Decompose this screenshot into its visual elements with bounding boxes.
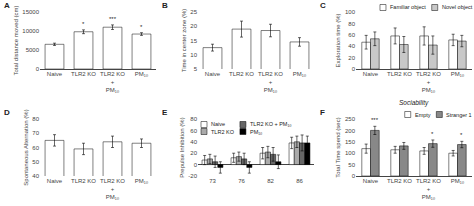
svg-text:Familiar object: Familiar object [390,4,426,10]
svg-text:TLR2 KO: TLR2 KO [387,178,412,184]
svg-text:60: 60 [348,32,355,38]
svg-text:80: 80 [190,116,197,122]
svg-text:20: 20 [190,150,197,156]
svg-text:Total distance moved (cm): Total distance moved (cm) [13,5,19,75]
svg-text:76: 76 [238,178,245,184]
svg-text:Naive: Naive [363,71,379,77]
svg-text:Spontaneous Alternation (%): Spontaneous Alternation (%) [23,109,29,185]
svg-text:15000: 15000 [22,9,39,15]
svg-text:***: *** [371,117,379,123]
svg-text:0: 0 [352,173,356,179]
svg-text:PM₁₀: PM₁₀ [250,129,262,135]
svg-text:40: 40 [190,139,197,145]
svg-text:82: 82 [267,178,274,184]
svg-text:100: 100 [345,150,356,156]
svg-text:Naive: Naive [363,178,379,184]
svg-text:PM₁₀: PM₁₀ [135,178,149,184]
svg-text:Naive: Naive [211,121,225,127]
svg-text:E: E [162,108,168,117]
svg-text:PM₁₀: PM₁₀ [135,71,149,77]
svg-text:Novel object: Novel object [442,4,473,10]
svg-text:Prepulse Inhibition (%): Prepulse Inhibition (%) [179,117,185,177]
svg-text:TLR2 KO: TLR2 KO [71,178,96,184]
svg-text:0: 0 [352,66,356,72]
svg-text:***: *** [109,16,117,22]
svg-text:F: F [320,108,325,117]
svg-text:D: D [4,108,10,117]
svg-text:60: 60 [32,145,39,151]
svg-text:20: 20 [348,55,355,61]
svg-text:50: 50 [32,159,39,165]
svg-text:80: 80 [32,116,39,122]
svg-text:TLR2 KO + PM₁₀: TLR2 KO + PM₁₀ [250,121,292,127]
svg-text:TLR2 KO+PM₁₀: TLR2 KO+PM₁₀ [100,178,125,200]
svg-text:Sociability: Sociability [399,99,429,107]
svg-text:PM₁₀: PM₁₀ [451,178,465,184]
svg-text:*: * [140,24,143,30]
svg-text:*: * [82,21,85,27]
svg-text:PM₁₀: PM₁₀ [293,71,307,77]
svg-text:-20: -20 [188,173,197,179]
svg-text:73: 73 [209,178,216,184]
svg-text:70: 70 [32,130,39,136]
svg-text:40: 40 [32,173,39,179]
svg-text:TLR2 KO+PM₁₀: TLR2 KO+PM₁₀ [416,71,441,93]
svg-text:A: A [4,1,10,10]
svg-text:15: 15 [190,38,197,44]
svg-text:200: 200 [345,127,356,133]
svg-text:40: 40 [348,43,355,49]
svg-text:TLR2 KO+PM₁₀: TLR2 KO+PM₁₀ [100,71,125,93]
svg-text:PM₁₀: PM₁₀ [451,71,465,77]
svg-text:60: 60 [190,127,197,133]
svg-text:Naive: Naive [47,178,63,184]
svg-text:50: 50 [348,162,355,168]
svg-text:B: B [162,1,168,10]
svg-text:0: 0 [36,66,40,72]
svg-text:TLR2 KO: TLR2 KO [71,71,96,77]
svg-text:100: 100 [345,9,356,15]
svg-text:Exploration time (%): Exploration time (%) [335,13,341,67]
svg-text:TLR2 KO: TLR2 KO [211,129,235,135]
svg-text:25: 25 [190,9,197,15]
svg-text:TLR2 KO+PM₁₀: TLR2 KO+PM₁₀ [258,71,283,93]
svg-text:TLR2 KO+PM₁₀: TLR2 KO+PM₁₀ [416,178,441,200]
svg-text:10: 10 [190,52,197,58]
svg-text:Naive: Naive [47,71,63,77]
svg-text:Time in center zone (%): Time in center zone (%) [181,9,187,72]
svg-text:TLR2 KO: TLR2 KO [387,71,412,77]
svg-text:*: * [431,131,434,137]
svg-text:Total Time spend (sec): Total Time spend (sec) [335,117,341,177]
svg-text:250: 250 [345,116,356,122]
svg-text:Naive: Naive [205,71,221,77]
svg-text:0: 0 [194,162,198,168]
svg-text:5: 5 [194,66,198,72]
svg-text:20: 20 [190,23,197,29]
svg-text:10000: 10000 [22,28,39,34]
svg-text:150: 150 [345,139,356,145]
svg-text:Stranger 1: Stranger 1 [446,112,472,118]
svg-text:*: * [460,132,463,138]
svg-text:5000: 5000 [26,47,40,53]
svg-text:Empty: Empty [415,112,431,118]
svg-text:86: 86 [296,178,303,184]
svg-text:C: C [320,1,326,10]
svg-text:80: 80 [348,21,355,27]
svg-text:TLR2 KO: TLR2 KO [229,71,254,77]
